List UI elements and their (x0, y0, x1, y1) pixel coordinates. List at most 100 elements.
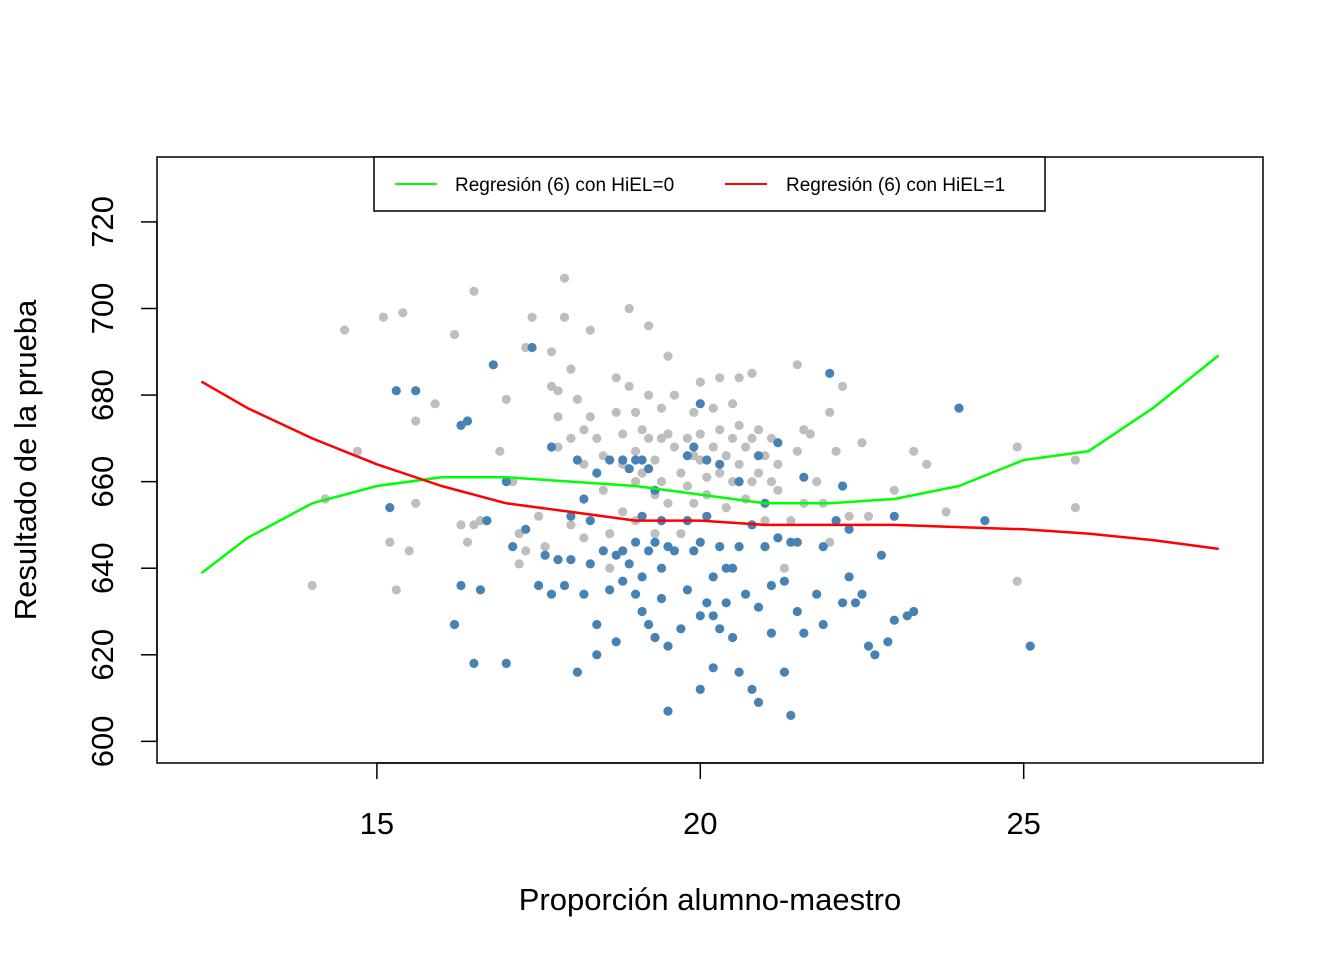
point-hiel0 (456, 520, 466, 530)
point-hiel1 (540, 550, 550, 560)
point-hiel1 (889, 511, 899, 521)
x-tick-label: 15 (360, 806, 394, 841)
point-hiel1 (708, 611, 718, 621)
point-hiel0 (598, 485, 608, 495)
point-hiel0 (618, 429, 628, 439)
point-hiel1 (631, 455, 641, 465)
point-hiel1 (501, 477, 511, 487)
y-tick-label: 700 (85, 283, 120, 335)
point-hiel0 (695, 455, 705, 465)
point-hiel0 (404, 546, 414, 556)
point-hiel0 (514, 559, 524, 569)
point-hiel0 (753, 468, 764, 478)
point-hiel1 (734, 477, 744, 487)
point-hiel0 (618, 507, 628, 517)
y-axis: 600 620 640 660 680 700 720 (85, 196, 158, 767)
point-hiel1 (980, 516, 990, 526)
point-hiel1 (566, 555, 576, 565)
point-hiel0 (650, 455, 660, 465)
point-hiel0 (805, 429, 815, 439)
point-hiel0 (521, 546, 531, 556)
point-hiel0 (728, 477, 738, 487)
point-hiel0 (728, 399, 738, 409)
point-hiel0 (792, 446, 802, 456)
point-hiel0 (656, 403, 667, 413)
point-hiel0 (889, 485, 899, 495)
point-hiel0 (909, 446, 919, 456)
point-hiel0 (521, 342, 531, 353)
point-hiel1 (456, 420, 466, 430)
point-hiel1 (721, 598, 731, 608)
point-hiel0 (857, 438, 867, 448)
point-hiel0 (656, 477, 667, 487)
point-hiel1 (592, 468, 602, 478)
point-hiel0 (469, 286, 479, 296)
point-hiel1 (637, 606, 647, 617)
point-hiel0 (715, 468, 725, 478)
point-hiel1 (456, 580, 466, 591)
point-hiel1 (766, 580, 777, 591)
point-hiel0 (624, 381, 634, 391)
point-hiel0 (611, 407, 621, 417)
point-hiel1 (786, 710, 796, 721)
point-hiel1 (812, 589, 822, 599)
point-hiel1 (482, 516, 492, 526)
point-hiel1 (637, 511, 647, 521)
point-hiel1 (527, 342, 537, 353)
point-hiel0 (508, 477, 518, 487)
point-hiel1 (462, 416, 473, 426)
point-hiel0 (689, 407, 699, 417)
point-hiel0 (611, 373, 621, 383)
point-hiel0 (430, 399, 440, 409)
point-hiel1 (475, 585, 485, 595)
point-hiel0 (812, 477, 822, 487)
point-hiel0 (656, 433, 667, 443)
point-hiel1 (779, 667, 790, 677)
point-hiel0 (825, 537, 835, 547)
point-hiel0 (650, 529, 660, 539)
point-hiel1 (728, 632, 738, 643)
point-hiel0 (838, 381, 848, 391)
point-hiel1 (715, 459, 725, 469)
point-hiel1 (579, 494, 589, 504)
point-hiel1 (631, 537, 641, 547)
point-hiel0 (553, 386, 563, 396)
point-hiel1 (605, 455, 615, 465)
point-hiel1 (644, 619, 654, 630)
point-hiel0 (760, 451, 770, 461)
point-hiel1 (883, 637, 893, 647)
point-hiel1 (618, 455, 628, 465)
point-hiel1 (689, 442, 699, 452)
point-hiel1 (624, 464, 634, 474)
point-hiel0 (792, 360, 802, 370)
point-hiel1 (385, 503, 395, 513)
point-hiel0 (747, 433, 757, 443)
point-hiel1 (786, 537, 796, 547)
point-hiel1 (689, 546, 699, 556)
point-hiel0 (534, 511, 544, 521)
point-hiel0 (786, 516, 796, 526)
point-hiel1 (825, 368, 835, 378)
point-hiel1 (1025, 641, 1035, 651)
point-hiel1 (838, 598, 848, 608)
point-hiel1 (838, 481, 848, 491)
point-hiel1 (831, 516, 841, 526)
point-hiel1 (773, 438, 783, 448)
point-hiel0 (572, 394, 583, 404)
point-hiel1 (469, 658, 479, 669)
point-hiel0 (540, 542, 550, 552)
point-hiel1 (585, 516, 595, 526)
point-hiel1 (676, 624, 686, 634)
point-hiel0 (631, 446, 641, 456)
point-hiel0 (462, 537, 473, 547)
point-hiel0 (734, 420, 744, 430)
point-hiel0 (721, 503, 731, 513)
point-hiel0 (1012, 576, 1022, 586)
point-hiel1 (618, 546, 628, 556)
point-hiel0 (605, 563, 615, 573)
point-hiel1 (734, 542, 744, 552)
point-hiel0 (773, 459, 783, 469)
point-hiel0 (566, 364, 576, 374)
point-hiel1 (650, 537, 660, 547)
point-hiel1 (715, 624, 725, 634)
